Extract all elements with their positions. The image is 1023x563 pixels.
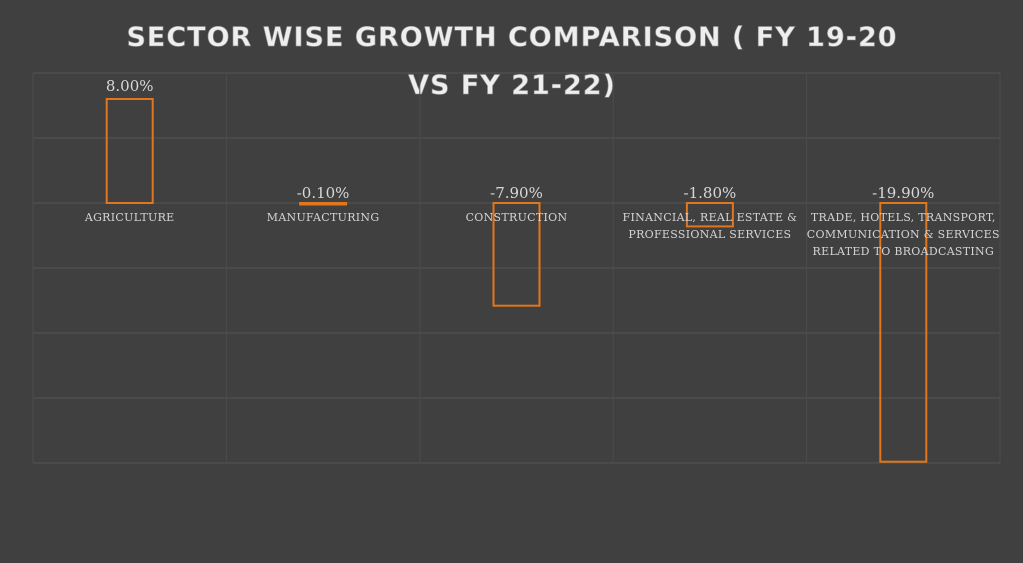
- bars: [105, 98, 928, 463]
- data-label: -7.90%: [490, 184, 543, 202]
- data-label: -1.80%: [684, 184, 737, 202]
- chart-title-line-1: SECTOR WISE GROWTH COMPARISON ( FY 19-20: [126, 22, 897, 53]
- chart-title-line-2: VS FY 21-22): [408, 70, 616, 101]
- bar: [685, 202, 734, 228]
- category-label: CONSTRUCTION: [466, 211, 568, 224]
- category-label: COMMUNICATION & SERVICES: [807, 228, 1000, 241]
- bar: [492, 202, 541, 307]
- data-label: -19.90%: [872, 184, 934, 202]
- category-label: PROFESSIONAL SERVICES: [628, 228, 791, 241]
- labels: 8.00% AGRICULTURE -0.10% MANUFACTURING -7.90…: [84, 77, 1000, 258]
- bar: [879, 202, 928, 463]
- grid: [32, 72, 1001, 464]
- category-label: TRADE, HOTELS, TRANSPORT,: [811, 211, 996, 224]
- category-label: AGRICULTURE: [84, 211, 175, 224]
- data-label: -0.10%: [297, 184, 350, 202]
- category-label: RELATED TO BROADCASTING: [813, 245, 995, 258]
- bar: [105, 98, 154, 204]
- category-label: MANUFACTURING: [267, 211, 380, 224]
- bar: [299, 202, 348, 206]
- data-label: 8.00%: [106, 77, 154, 95]
- category-label: FINANCIAL, REAL ESTATE &: [623, 211, 798, 224]
